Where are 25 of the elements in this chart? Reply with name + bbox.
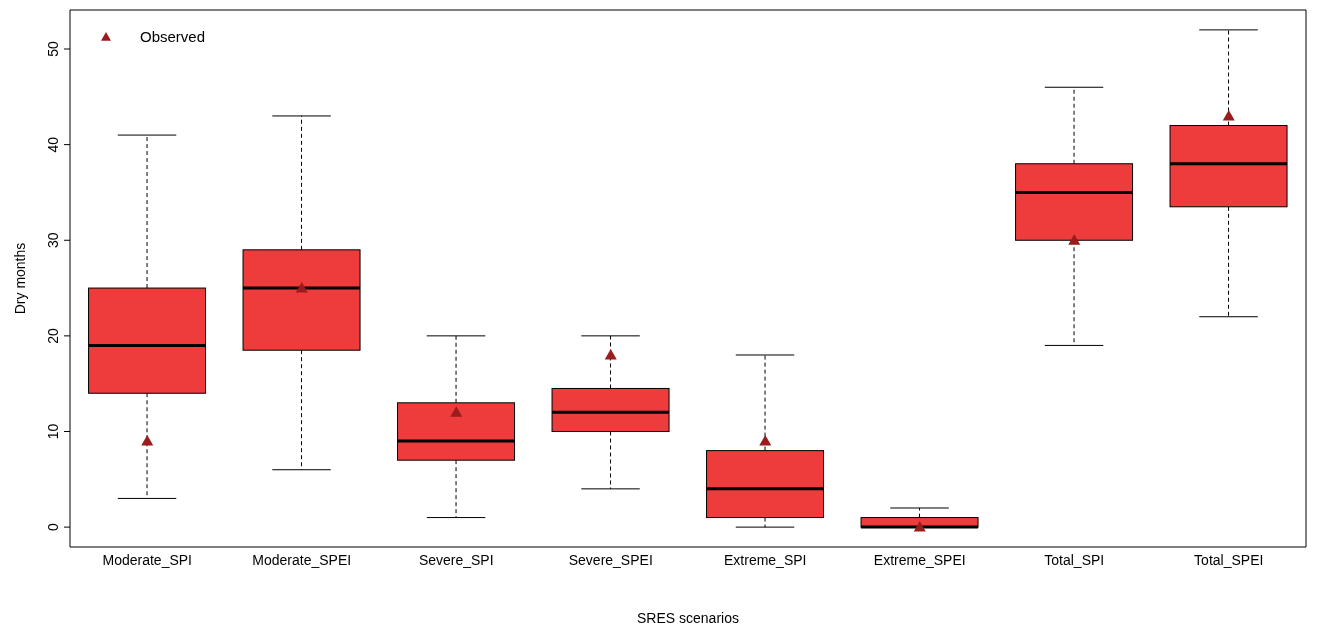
point bbox=[295, 282, 308, 293]
x-tick-label: Moderate_SPI bbox=[102, 551, 192, 568]
y-tick-label: 40 bbox=[45, 136, 61, 153]
x-tick-label: Severe_SPEI bbox=[568, 551, 653, 568]
x-tick-label: Extreme_SPEI bbox=[873, 551, 966, 568]
y-axis-title: Dry months bbox=[11, 242, 28, 315]
x-tick-label: Extreme_SPI bbox=[724, 551, 807, 568]
point bbox=[1222, 109, 1235, 121]
point bbox=[913, 521, 926, 532]
point bbox=[759, 435, 772, 446]
legend-label: Observed bbox=[140, 28, 206, 45]
point bbox=[604, 349, 617, 360]
y-tick-label: 50 bbox=[45, 41, 61, 57]
point bbox=[450, 406, 463, 417]
y-tick-label: 20 bbox=[45, 327, 61, 344]
x-tick-label: Severe_SPI bbox=[418, 551, 494, 568]
point bbox=[141, 435, 154, 446]
y-tick-label: 0 bbox=[45, 523, 61, 532]
y-tick-label: 30 bbox=[45, 232, 61, 249]
point bbox=[1068, 234, 1081, 245]
y-tick-label: 10 bbox=[45, 423, 61, 440]
x-axis-title: SRES scenarios bbox=[637, 610, 739, 626]
x-tick-label: Total_SPI bbox=[1044, 551, 1105, 568]
x-tick-label: Total_SPEI bbox=[1194, 551, 1264, 568]
x-tick-label: Moderate_SPEI bbox=[252, 551, 352, 568]
